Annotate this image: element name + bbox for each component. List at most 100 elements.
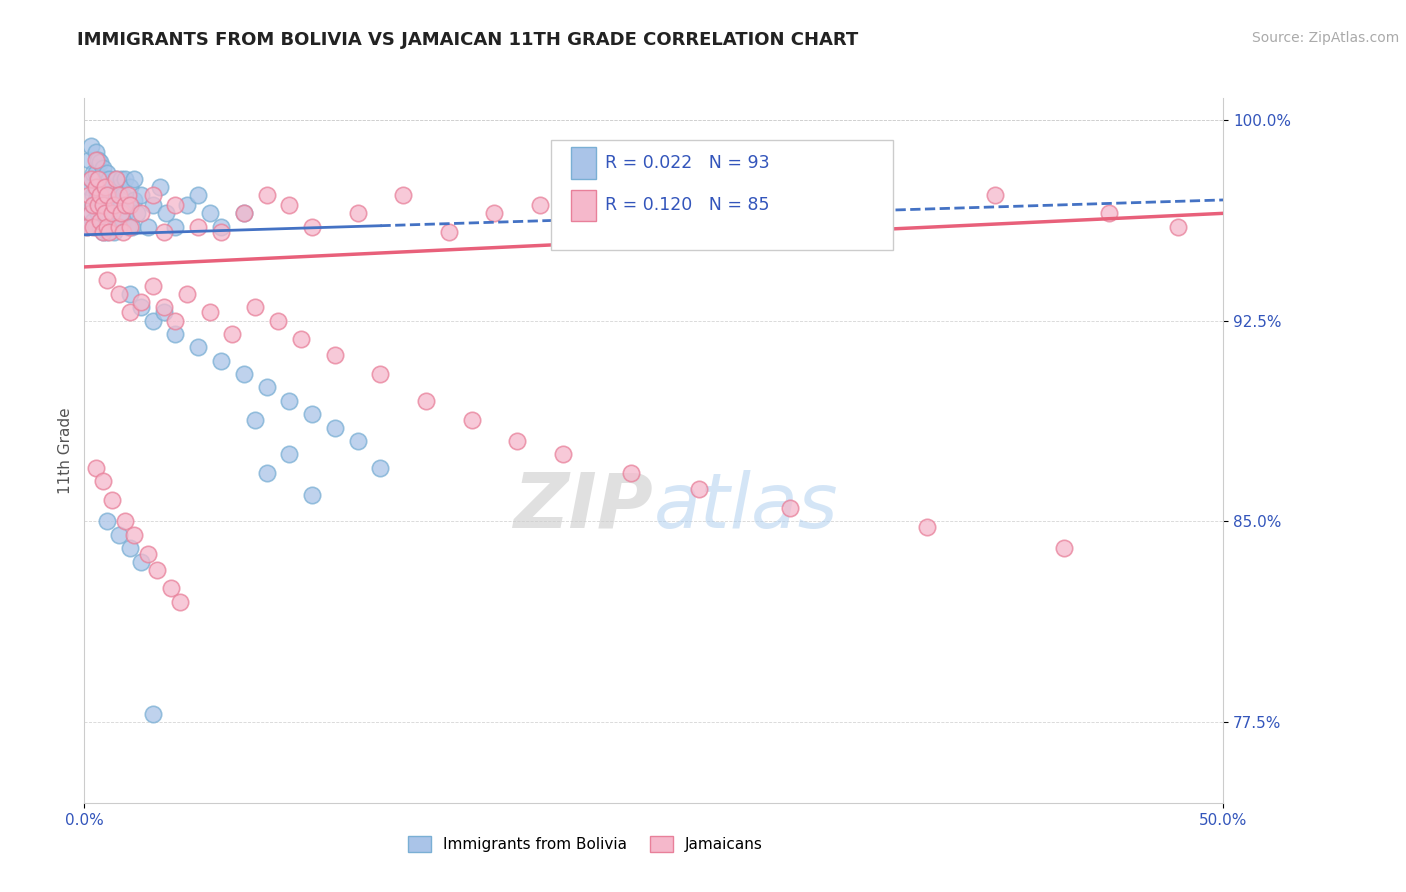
Point bbox=[131, 187, 153, 202]
Point bbox=[153, 300, 176, 314]
Point bbox=[80, 206, 103, 220]
Point bbox=[91, 475, 114, 489]
Point bbox=[232, 206, 254, 220]
Point bbox=[118, 198, 141, 212]
Point bbox=[124, 171, 146, 186]
Point bbox=[121, 219, 143, 234]
Point bbox=[107, 219, 129, 234]
Point bbox=[346, 434, 368, 448]
Point bbox=[160, 582, 183, 596]
Point bbox=[131, 206, 153, 220]
Point bbox=[136, 547, 159, 561]
Point bbox=[82, 166, 104, 180]
Point bbox=[415, 393, 437, 408]
Point bbox=[76, 219, 98, 234]
Point bbox=[142, 707, 165, 722]
Point bbox=[91, 198, 114, 212]
Point bbox=[84, 182, 107, 196]
Point bbox=[1098, 206, 1121, 220]
Point bbox=[124, 528, 146, 542]
Point bbox=[89, 193, 111, 207]
Point bbox=[756, 206, 779, 220]
Point bbox=[107, 179, 129, 194]
Point bbox=[169, 595, 191, 609]
Point bbox=[118, 541, 141, 556]
Point bbox=[105, 171, 128, 186]
Point bbox=[94, 206, 117, 220]
Point bbox=[187, 219, 209, 234]
Point bbox=[110, 171, 132, 186]
Point bbox=[105, 171, 128, 186]
Point bbox=[110, 198, 132, 212]
Point bbox=[77, 187, 100, 202]
Point bbox=[80, 171, 103, 186]
Point bbox=[91, 206, 114, 220]
Point bbox=[103, 225, 125, 239]
Point bbox=[96, 166, 118, 180]
Point bbox=[323, 348, 346, 362]
Point bbox=[103, 187, 125, 202]
Point bbox=[165, 326, 187, 341]
Point bbox=[117, 219, 139, 234]
Point bbox=[278, 448, 301, 462]
Point bbox=[84, 153, 107, 167]
Point bbox=[232, 367, 254, 381]
Point bbox=[198, 206, 221, 220]
Point bbox=[84, 179, 107, 194]
Point bbox=[232, 206, 254, 220]
Point bbox=[89, 214, 111, 228]
Point bbox=[688, 483, 710, 497]
Point bbox=[165, 313, 187, 327]
Point bbox=[80, 171, 103, 186]
Point bbox=[529, 198, 551, 212]
Point bbox=[346, 206, 368, 220]
Point bbox=[155, 206, 177, 220]
Point bbox=[114, 515, 136, 529]
Point bbox=[245, 412, 267, 426]
Point bbox=[84, 193, 107, 207]
Point bbox=[165, 219, 187, 234]
Point bbox=[96, 187, 118, 202]
Point bbox=[84, 145, 107, 159]
Point bbox=[323, 420, 346, 434]
Point bbox=[142, 278, 165, 293]
Point bbox=[392, 187, 415, 202]
Point bbox=[103, 206, 125, 220]
Point bbox=[87, 153, 110, 167]
Point bbox=[100, 179, 122, 194]
Point bbox=[290, 332, 312, 346]
Point bbox=[267, 313, 290, 327]
Point bbox=[96, 219, 118, 234]
Point bbox=[77, 179, 100, 194]
Point bbox=[131, 555, 153, 569]
Point bbox=[107, 528, 129, 542]
Point bbox=[87, 171, 110, 186]
Point bbox=[84, 461, 107, 475]
Point bbox=[82, 214, 104, 228]
Point bbox=[105, 198, 128, 212]
Point bbox=[98, 225, 121, 239]
Point bbox=[100, 198, 122, 212]
Point bbox=[131, 300, 153, 314]
Point bbox=[107, 206, 129, 220]
Text: R = 0.022   N = 93: R = 0.022 N = 93 bbox=[605, 154, 769, 172]
Point bbox=[84, 166, 107, 180]
Point bbox=[100, 206, 122, 220]
Point bbox=[77, 153, 100, 167]
Point bbox=[301, 488, 323, 502]
Point bbox=[84, 219, 107, 234]
Point bbox=[779, 501, 801, 516]
Point bbox=[98, 171, 121, 186]
Point bbox=[187, 340, 209, 354]
Point bbox=[76, 219, 98, 234]
Point bbox=[278, 393, 301, 408]
Point bbox=[87, 206, 110, 220]
Point bbox=[114, 171, 136, 186]
Point bbox=[96, 206, 118, 220]
Point bbox=[107, 187, 129, 202]
Point bbox=[256, 380, 278, 394]
Point bbox=[551, 448, 574, 462]
Text: R = 0.120   N = 85: R = 0.120 N = 85 bbox=[605, 196, 769, 214]
Point bbox=[301, 407, 323, 421]
Text: ZIP: ZIP bbox=[515, 470, 654, 544]
